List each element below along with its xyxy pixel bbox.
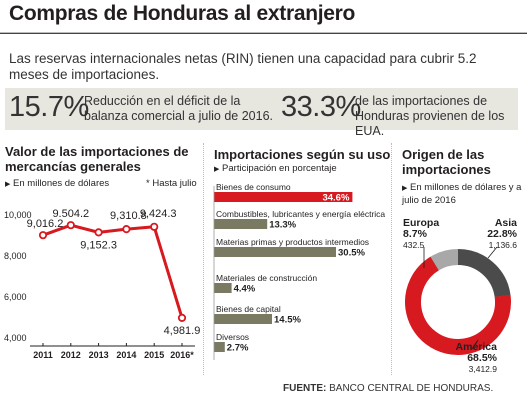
triangle-right-icon: ▶ bbox=[214, 166, 220, 173]
data-label: 4,981.9 bbox=[164, 325, 201, 337]
bar bbox=[214, 342, 225, 352]
donut-slice bbox=[405, 249, 511, 355]
slice-name-label: Asia bbox=[495, 217, 517, 229]
leader-line bbox=[471, 339, 479, 350]
leader-line bbox=[487, 246, 498, 259]
data-label: 9.504.2 bbox=[52, 208, 89, 220]
y-tick-label: 6,000 bbox=[4, 292, 27, 302]
bar-category-label: Bienes de capital bbox=[216, 304, 281, 314]
stats-band bbox=[5, 88, 518, 130]
bar-value-label: 2.7% bbox=[227, 343, 249, 354]
donut-panel-title: Origen de las importaciones bbox=[402, 147, 491, 177]
bar-category-label: Materias primas y productos intermedios bbox=[216, 237, 369, 247]
x-tick-label: 2013 bbox=[89, 350, 109, 360]
slice-value-label: 432.5 bbox=[403, 240, 425, 250]
page-subtitle: Las reservas internacionales netas (RIN)… bbox=[9, 51, 477, 82]
data-point bbox=[66, 221, 75, 230]
data-point bbox=[94, 228, 103, 237]
bar-value-label: 14.5% bbox=[274, 315, 301, 326]
bars-panel-title: Importaciones según su uso bbox=[214, 147, 391, 162]
slice-percent-label: 22.8% bbox=[487, 228, 517, 240]
data-label: 9,424.3 bbox=[140, 208, 177, 220]
bar bbox=[214, 314, 272, 324]
triangle-right-icon: ▶ bbox=[5, 181, 11, 188]
donut-unit-note: ▶ En millones de dólares y a julio de 20… bbox=[402, 182, 522, 206]
line-footnote: * Hasta julio bbox=[146, 178, 197, 189]
panel-divider bbox=[391, 143, 392, 375]
data-label: 9,152.3 bbox=[80, 239, 117, 251]
data-point bbox=[122, 225, 131, 234]
panel-divider bbox=[203, 143, 204, 375]
data-point bbox=[150, 222, 159, 231]
bar bbox=[214, 219, 268, 229]
bar-value-label: 4.4% bbox=[234, 284, 256, 295]
stat-usa-text: de las importaciones de Honduras provien… bbox=[355, 94, 505, 138]
x-tick-label: 2011 bbox=[33, 350, 53, 360]
bar-value-label: 13.3% bbox=[269, 220, 296, 231]
x-tick-label: 2012 bbox=[61, 350, 81, 360]
line-panel-title: Valor de las importaciones de mercancías… bbox=[5, 144, 189, 174]
stat-deficit-text: Reducción en el déficit de la balanza co… bbox=[84, 94, 274, 123]
line-unit-note: ▶ En millones de dólares bbox=[5, 178, 110, 189]
data-label: 9,016.2 bbox=[27, 218, 64, 230]
slice-percent-label: 68.5% bbox=[467, 352, 497, 364]
slice-name-label: América bbox=[456, 341, 498, 353]
y-tick-label: 10,000 bbox=[4, 210, 32, 220]
series-line bbox=[42, 223, 184, 319]
bars-unit-note: ▶ Participación en porcentaje bbox=[214, 163, 337, 174]
bar-category-label: Materiales de construcción bbox=[216, 273, 317, 283]
x-tick-label: 2016* bbox=[170, 350, 194, 360]
data-point bbox=[177, 313, 187, 322]
bar-category-label: Diversos bbox=[216, 332, 249, 342]
source-label: FUENTE: bbox=[283, 383, 327, 394]
source-footer: FUENTE: BANCO CENTRAL DE HONDURAS. bbox=[283, 383, 493, 394]
bar-value-label: 34.6% bbox=[322, 193, 349, 204]
stat-deficit-value: 15.7% bbox=[9, 91, 89, 123]
stat-usa-value: 33.3% bbox=[281, 91, 361, 123]
bar bbox=[214, 192, 353, 202]
slice-value-label: 3,412.9 bbox=[469, 364, 498, 374]
data-label: 9,310.8 bbox=[110, 210, 147, 222]
bar-category-label: Combustibles, lubricantes y energía eléc… bbox=[216, 209, 385, 219]
bar bbox=[214, 247, 336, 257]
bar-category-label: Bienes de consumo bbox=[216, 182, 291, 192]
x-tick-label: 2015 bbox=[144, 350, 164, 360]
page-title: Compras de Honduras al extranjero bbox=[9, 2, 356, 25]
source-text: BANCO CENTRAL DE HONDURAS. bbox=[329, 383, 494, 394]
bar bbox=[214, 283, 232, 293]
slice-name-label: Europa bbox=[403, 217, 439, 229]
x-tick-label: 2014 bbox=[116, 350, 136, 360]
slice-value-label: 1,136.6 bbox=[489, 240, 518, 250]
donut-slice bbox=[405, 249, 511, 355]
y-tick-label: 8,000 bbox=[4, 251, 27, 261]
bar-value-label: 30.5% bbox=[338, 248, 365, 259]
y-tick-label: 4,000 bbox=[4, 333, 27, 343]
slice-percent-label: 8.7% bbox=[403, 228, 428, 240]
triangle-right-icon: ▶ bbox=[402, 185, 408, 192]
title-divider bbox=[0, 32, 527, 34]
data-point bbox=[38, 231, 48, 240]
